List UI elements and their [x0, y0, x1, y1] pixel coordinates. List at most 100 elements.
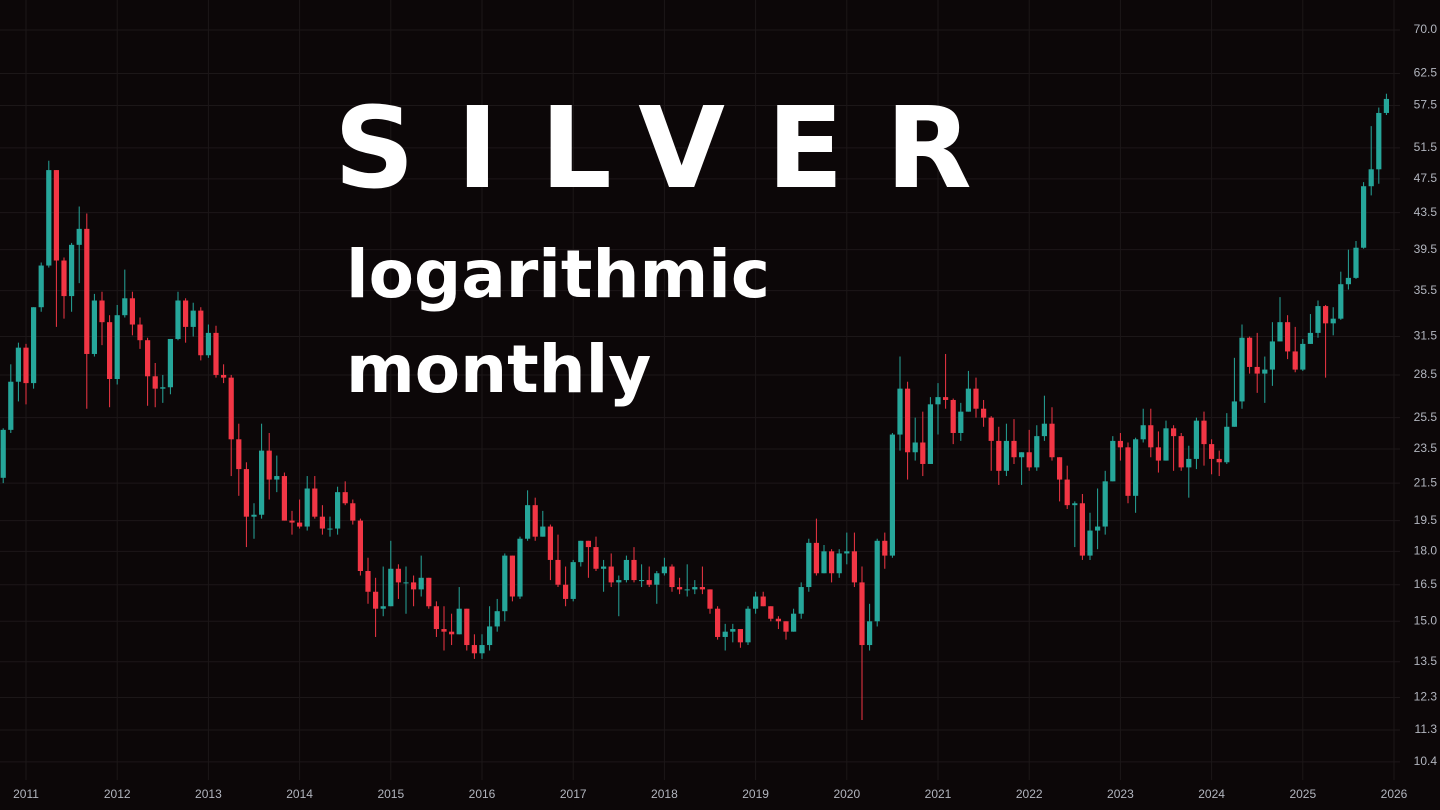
candle-body — [760, 596, 766, 607]
candle-body — [1171, 428, 1177, 437]
candle-body — [167, 338, 173, 388]
candle-body — [1216, 458, 1222, 463]
candle-body — [243, 469, 249, 517]
candle-body — [593, 547, 599, 569]
candle-body — [646, 580, 652, 585]
x-tick-label: 2017 — [560, 787, 587, 801]
candle-body — [365, 571, 371, 592]
candle-body — [745, 608, 751, 643]
candle-body — [1285, 322, 1291, 352]
candle-body — [677, 587, 683, 590]
candle-body — [1057, 457, 1063, 480]
candle-body — [965, 388, 971, 412]
candle-body — [388, 568, 394, 607]
candle-body — [91, 300, 97, 354]
candle-body — [357, 520, 363, 572]
candle-body — [1353, 247, 1359, 278]
candle-body — [335, 492, 341, 529]
candle-body — [684, 589, 690, 591]
candle-body — [175, 300, 181, 339]
y-tick-label: 28.5 — [1414, 367, 1438, 381]
candle-body — [1049, 423, 1055, 458]
candle-body — [259, 450, 265, 515]
candle-body — [418, 577, 424, 590]
candle-body — [1193, 420, 1199, 459]
candle-body — [540, 526, 546, 537]
candle-body — [1292, 351, 1298, 370]
candle-body — [859, 582, 865, 646]
candle-body — [494, 611, 500, 627]
candle-body — [669, 566, 675, 588]
candle-body — [1247, 337, 1253, 367]
candle-body — [768, 606, 774, 619]
candle-body — [707, 589, 713, 609]
candle-body — [1110, 440, 1116, 482]
candle-body — [266, 450, 272, 480]
candle-body — [274, 476, 280, 480]
candle-body — [1345, 277, 1351, 285]
x-tick-label: 2020 — [833, 787, 860, 801]
candle-body — [1064, 479, 1070, 506]
x-tick-label: 2014 — [286, 787, 313, 801]
candle-body — [395, 568, 401, 583]
candle-body — [1239, 337, 1245, 402]
y-tick-label: 18.0 — [1414, 543, 1438, 557]
candle-body — [433, 606, 439, 630]
candle-body — [737, 629, 743, 643]
x-tick-label: 2023 — [1107, 787, 1134, 801]
candle-body — [31, 307, 37, 384]
candle-body — [342, 492, 348, 504]
candle-body — [129, 298, 135, 325]
candle-body — [84, 228, 90, 354]
candle-body — [289, 520, 295, 523]
x-tick-label: 2012 — [104, 787, 131, 801]
candle-body — [844, 551, 850, 554]
candle-body — [1133, 439, 1139, 496]
candle-body — [1072, 503, 1078, 506]
candle-body — [1376, 112, 1382, 170]
y-tick-label: 43.5 — [1414, 205, 1438, 219]
candle-body — [692, 587, 698, 590]
grid — [0, 0, 1400, 780]
y-tick-label: 11.3 — [1415, 722, 1438, 736]
candle-body — [509, 555, 515, 597]
candle-body — [441, 629, 447, 632]
candle-body — [753, 596, 759, 609]
candle-body — [836, 553, 842, 574]
candle-body — [38, 265, 44, 308]
candle-body — [639, 580, 645, 582]
candle-body — [449, 631, 455, 635]
candle-body — [1095, 526, 1101, 531]
x-tick-label: 2019 — [742, 787, 769, 801]
y-tick-label: 62.5 — [1414, 66, 1438, 80]
y-tick-label: 47.5 — [1414, 171, 1438, 185]
candle-body — [1277, 322, 1283, 342]
x-tick-label: 2018 — [651, 787, 678, 801]
candle-body — [1178, 436, 1184, 468]
candle-body — [654, 573, 660, 585]
candle-body — [0, 429, 6, 478]
candle-body — [46, 170, 52, 266]
candle-body — [456, 608, 462, 635]
candle-body — [958, 411, 964, 433]
candle-body — [15, 347, 21, 382]
y-tick-label: 15.0 — [1414, 613, 1438, 627]
candle-body — [114, 315, 120, 380]
candle-body — [1026, 452, 1032, 468]
candle-body — [1201, 420, 1207, 445]
candle-body — [312, 488, 318, 517]
candle-body — [920, 442, 926, 464]
candle-body — [988, 417, 994, 441]
candle-body — [53, 170, 59, 261]
axes: 70.0 62.5 57.5 51.5 47.5 43.5 39.5 35.5 31.5 28.5… — [13, 22, 1437, 801]
candle-body — [1019, 452, 1025, 458]
y-tick-label: 23.5 — [1414, 441, 1438, 455]
candle-body — [730, 629, 736, 632]
candle-body — [1383, 98, 1389, 113]
candle-body — [327, 528, 333, 530]
candle-body — [471, 645, 477, 654]
candle-body — [798, 587, 804, 614]
candle-body — [190, 310, 196, 327]
